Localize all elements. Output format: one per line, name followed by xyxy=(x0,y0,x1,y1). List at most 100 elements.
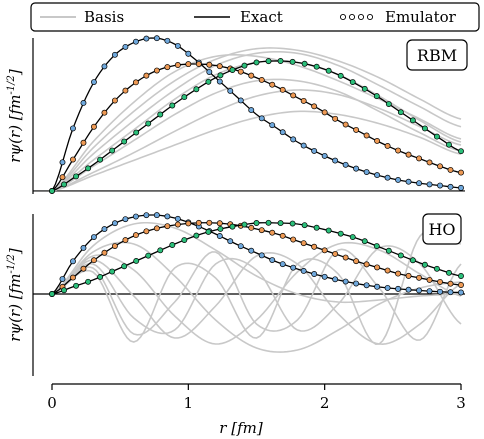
emulator-point xyxy=(258,115,265,122)
emulator-point xyxy=(206,61,213,68)
emulator-point xyxy=(458,282,464,288)
emulator-point xyxy=(90,79,97,85)
emulator-point xyxy=(164,223,171,230)
emulator-point xyxy=(216,78,223,85)
emulator-point xyxy=(279,261,286,268)
emulator-point xyxy=(426,276,433,283)
emulator-point xyxy=(133,257,140,264)
emulator-point xyxy=(80,99,87,106)
basis-curve xyxy=(51,245,462,335)
rbm-panel: RBM rψ(r) [fm-1/2] xyxy=(6,35,468,194)
emulator-point xyxy=(374,138,381,144)
emulator-point xyxy=(269,81,276,88)
emulator-point xyxy=(300,97,307,104)
emulator-point xyxy=(321,273,328,280)
emulator-point xyxy=(342,161,349,168)
emulator-point xyxy=(109,268,116,275)
emulator-point xyxy=(153,212,160,219)
emulator-point xyxy=(111,97,118,104)
emulator-point xyxy=(85,165,92,172)
emulator-point xyxy=(181,94,188,101)
emulator-point xyxy=(301,222,308,229)
emulator-point xyxy=(301,60,308,67)
emulator-point xyxy=(193,232,200,239)
emulator-point xyxy=(101,249,108,256)
emulator-point xyxy=(437,278,443,285)
emulator-point xyxy=(143,35,150,42)
emulator-point xyxy=(405,178,412,185)
emulator-point xyxy=(353,165,360,172)
emulator-point xyxy=(80,244,87,251)
emulator-point xyxy=(157,247,164,254)
panel-label-box xyxy=(422,213,462,245)
emulator-point xyxy=(253,220,260,226)
emulator-point xyxy=(174,42,181,49)
emulator-point xyxy=(205,78,212,85)
emulator-point xyxy=(337,72,344,79)
basis-curve xyxy=(51,248,462,341)
emulator-point xyxy=(437,163,443,170)
emulator-point xyxy=(300,240,307,247)
emulator-point xyxy=(313,63,320,70)
emulator-point xyxy=(385,247,392,254)
emulator-point xyxy=(349,79,356,86)
emulator-point xyxy=(174,221,181,228)
basis-curve xyxy=(51,241,462,345)
emulator-point xyxy=(145,252,152,259)
x-axis-title: r [fm] xyxy=(219,419,263,437)
emulator-point xyxy=(61,181,67,188)
basis-curve xyxy=(51,89,462,192)
emulator-point xyxy=(458,289,464,296)
emulator-point xyxy=(447,183,454,190)
y-axis-title-end: ] xyxy=(6,69,24,76)
basis-curve xyxy=(51,229,462,346)
emulator-point xyxy=(248,107,255,114)
emulator-point xyxy=(277,58,284,64)
emulator-point xyxy=(216,233,223,239)
emulator-point xyxy=(374,264,381,271)
basis-curve xyxy=(51,47,462,192)
emulator-point xyxy=(174,215,181,222)
basis-curve xyxy=(51,221,462,304)
emulator-point xyxy=(337,230,344,237)
basis-curve xyxy=(51,78,462,192)
emulator-point xyxy=(111,51,118,58)
x-tick-label: 1 xyxy=(184,394,194,412)
emulator-point xyxy=(122,43,129,50)
emulator-point xyxy=(353,126,360,133)
emulator-point xyxy=(216,220,223,227)
emulator-point xyxy=(169,242,176,248)
series-2 xyxy=(49,58,464,194)
emulator-point xyxy=(416,287,422,294)
emulator-point xyxy=(132,38,139,45)
legend-exact-label: Exact xyxy=(240,8,283,26)
emulator-point xyxy=(153,35,160,42)
legend-basis-label: Basis xyxy=(84,8,124,26)
emulator-point xyxy=(332,157,339,164)
emulator-point xyxy=(395,285,402,292)
emulator-point xyxy=(397,109,404,116)
series-2 xyxy=(49,219,464,297)
y-axis-title: rψ(r) [fm-1/2] xyxy=(6,248,24,342)
emulator-point xyxy=(363,132,370,139)
ho-panel: HO rψ(r) [fm-1/2] xyxy=(6,212,465,376)
emulator-point xyxy=(332,276,339,283)
basis-curves xyxy=(51,47,462,192)
emulator-point xyxy=(311,271,318,277)
emulator-point xyxy=(373,243,380,249)
emulator-point xyxy=(321,109,328,116)
emulator-point xyxy=(90,123,97,130)
basis-curve xyxy=(51,252,462,345)
emulator-point xyxy=(121,263,128,270)
emulator-point xyxy=(321,247,328,254)
emulator-point xyxy=(258,252,265,259)
emulator-point xyxy=(290,236,297,243)
emulator-point xyxy=(426,181,433,188)
emulator-point xyxy=(426,288,433,295)
emulator-point xyxy=(361,85,368,92)
emulator-point xyxy=(332,250,339,257)
emulator-point xyxy=(363,282,370,289)
emulator-point xyxy=(195,219,202,226)
emulator-point xyxy=(132,79,139,86)
